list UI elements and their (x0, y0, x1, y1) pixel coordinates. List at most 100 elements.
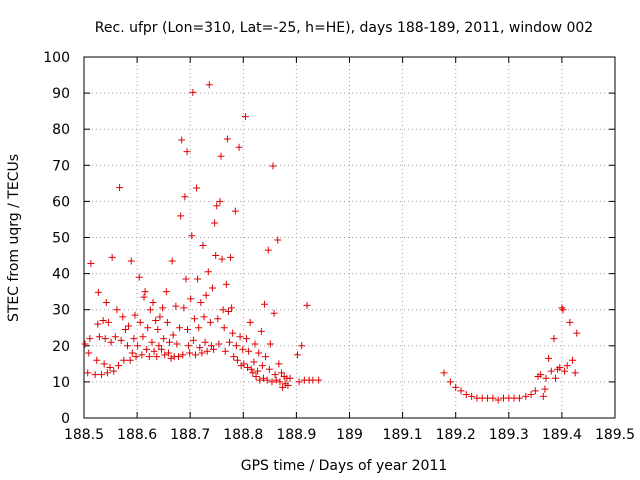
data-point (278, 369, 286, 377)
data-point (126, 356, 134, 364)
data-point (138, 351, 146, 359)
data-point (116, 184, 124, 192)
data-point (250, 358, 258, 366)
data-point (198, 349, 206, 357)
y-tick-label: 90 (52, 86, 70, 102)
data-point (128, 349, 136, 357)
data-point (177, 212, 185, 220)
data-point (144, 324, 152, 332)
y-tick-label: 20 (52, 339, 70, 355)
data-point (216, 197, 224, 205)
data-point (93, 356, 101, 364)
data-point (181, 193, 189, 201)
data-point (143, 345, 151, 353)
x-tick-labels: 188.5 188.6 188.7 188.8 188.9 189 189.1 189.2 18… (64, 427, 635, 443)
data-point (91, 371, 99, 379)
data-point (215, 340, 223, 348)
y-tick-label: 100 (43, 50, 70, 66)
data-point (158, 345, 166, 353)
data-point (264, 246, 272, 254)
data-point (184, 326, 192, 334)
data-point (527, 391, 535, 399)
data-point (270, 309, 278, 317)
x-tick-label: 188.9 (276, 427, 316, 443)
data-point (255, 349, 263, 357)
data-point (239, 345, 247, 353)
data-point (120, 356, 128, 364)
data-point (262, 353, 270, 361)
data-point (84, 369, 92, 377)
x-tick-label: 189.1 (383, 427, 423, 443)
data-point (221, 347, 229, 355)
data-point (247, 365, 255, 373)
data-point (99, 317, 107, 325)
data-point (268, 378, 276, 386)
x-tick-label: 189 (336, 427, 363, 443)
data-point (150, 347, 158, 355)
y-tick-label: 70 (52, 158, 70, 174)
data-point (81, 340, 89, 348)
y-axis-label: STEC from uqrg / TECUs (6, 154, 22, 322)
data-point (196, 344, 204, 352)
grid-lines (84, 57, 615, 418)
data-point (224, 308, 232, 316)
data-point (115, 362, 123, 370)
data-point (315, 376, 323, 384)
data-point (101, 335, 109, 343)
data-point (130, 335, 138, 343)
data-point (515, 394, 523, 402)
data-point (131, 311, 139, 319)
data-point (213, 202, 221, 210)
data-point (227, 253, 235, 261)
data-point (104, 318, 112, 326)
chart-title: Rec. ufpr (Lon=310, Lat=-25, h=HE), days… (95, 20, 593, 36)
data-point (286, 374, 294, 382)
data-point (263, 376, 271, 384)
data-point (233, 356, 241, 364)
data-point (139, 333, 147, 341)
data-point (222, 280, 230, 288)
data-point (223, 135, 231, 143)
data-point (163, 318, 171, 326)
data-point (522, 392, 530, 400)
data-point (124, 342, 132, 350)
data-point (192, 351, 200, 359)
axis-ticks (83, 56, 616, 419)
data-points (81, 81, 581, 404)
data-point (100, 360, 108, 368)
data-point (136, 318, 144, 326)
y-tick-label: 0 (61, 411, 70, 427)
data-point (156, 313, 164, 321)
data-point (252, 372, 260, 380)
data-point (257, 327, 265, 335)
data-point (195, 324, 203, 332)
data-point (279, 383, 287, 391)
data-point (160, 335, 168, 343)
y-tick-labels: 0 10 20 30 40 50 60 70 80 90 100 (43, 50, 70, 427)
data-point (457, 387, 465, 395)
data-point (189, 88, 197, 96)
data-point (254, 367, 262, 375)
data-point (94, 288, 102, 296)
data-point (127, 257, 135, 265)
data-point (309, 376, 317, 384)
x-tick-label: 188.5 (64, 427, 104, 443)
data-point (107, 338, 115, 346)
data-point (212, 252, 220, 260)
data-point (274, 236, 282, 244)
data-point (183, 148, 191, 156)
data-point (106, 363, 114, 371)
data-point (188, 232, 196, 240)
data-point (225, 338, 233, 346)
data-point (571, 369, 579, 377)
data-point (209, 284, 217, 292)
data-point (275, 360, 283, 368)
data-point (178, 136, 186, 144)
data-point (303, 301, 311, 309)
data-point (541, 385, 549, 393)
data-point (537, 371, 545, 379)
data-point (152, 317, 160, 325)
data-point (246, 318, 254, 326)
data-point (140, 293, 148, 301)
data-point (95, 333, 103, 341)
